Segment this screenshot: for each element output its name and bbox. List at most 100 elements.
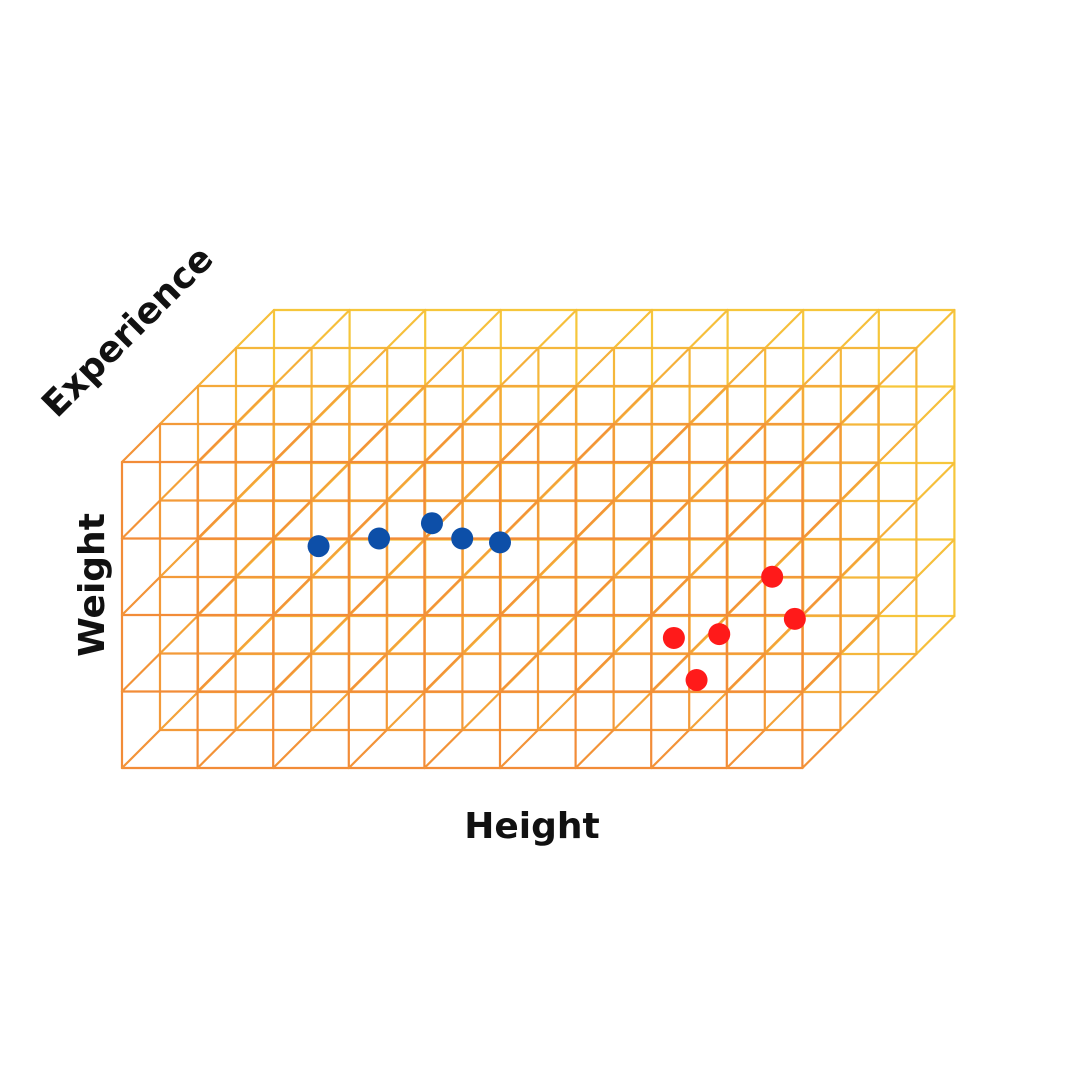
lattice-edge	[234, 614, 275, 655]
lattice-edge	[461, 384, 502, 426]
lattice-edge	[612, 308, 654, 350]
lattice-edge	[196, 575, 237, 617]
lattice-edge	[348, 346, 389, 388]
lattice-edge	[196, 422, 237, 464]
lattice-edge	[688, 614, 729, 655]
lattice-edge	[650, 652, 691, 693]
lattice-edge	[158, 614, 200, 655]
lattice-edge	[310, 384, 351, 426]
lattice-edge	[423, 728, 464, 770]
lattice-edge	[574, 575, 615, 617]
z-axis-label: Experience	[34, 238, 221, 425]
lattice-edge	[234, 308, 276, 350]
lattice-edge	[347, 575, 388, 617]
lattice-edge	[839, 308, 880, 350]
lattice-edge	[347, 422, 388, 464]
lattice-edge	[461, 690, 502, 732]
x-axis-label: Height	[464, 806, 600, 847]
lattice-edge	[915, 614, 956, 656]
data-point-blue-5	[489, 531, 511, 554]
lattice-edge	[347, 652, 388, 693]
lattice-edge	[801, 652, 842, 693]
lattice-edge	[120, 728, 162, 770]
lattice-edge	[234, 537, 275, 579]
lattice-edge	[877, 423, 918, 464]
lattice-edge	[612, 690, 653, 732]
lattice-edge	[839, 614, 880, 655]
lattice-edge	[536, 614, 578, 655]
lattice-edge	[120, 422, 162, 464]
lattice-edge	[726, 346, 767, 388]
lattice-edge	[498, 499, 540, 540]
lattice-edge	[763, 461, 804, 502]
lattice-edge	[801, 422, 842, 464]
lattice-edge	[612, 537, 653, 579]
lattice-edge	[537, 308, 578, 350]
data-point-blue-1	[307, 535, 330, 558]
lattice-edge	[310, 690, 351, 732]
lattice-edge	[574, 652, 615, 693]
lattice-edge	[725, 575, 766, 617]
lattice-edge	[839, 461, 880, 502]
lattice-edge	[158, 537, 200, 579]
lattice-edge	[234, 384, 275, 426]
lattice-edge	[763, 384, 804, 426]
lattice-edge	[272, 575, 313, 617]
lattice-edge	[536, 461, 578, 502]
lattice-edge	[423, 346, 464, 388]
lattice-edge	[234, 461, 275, 502]
lattice-edge	[120, 652, 162, 693]
lattice-edge	[688, 308, 729, 350]
lattice-edge	[650, 499, 691, 540]
lattice-edge	[347, 499, 388, 540]
lattice-edge	[461, 308, 502, 350]
lattice-edge	[498, 652, 540, 693]
lattice-edge	[725, 728, 766, 770]
lattice-edge	[764, 308, 805, 350]
lattice-edge	[423, 422, 464, 464]
lattice-edge	[272, 652, 313, 693]
lattice-edge	[574, 499, 615, 540]
lattice-edge	[120, 499, 162, 540]
lattice-edge	[915, 308, 956, 350]
data-point-red-2	[685, 669, 708, 692]
lattice-edge	[763, 690, 804, 732]
lattice-edge	[272, 422, 313, 464]
lattice-edge	[877, 576, 918, 617]
lattice-edge	[498, 422, 540, 464]
lattice-edge	[196, 499, 237, 540]
lattice-edge	[801, 499, 842, 540]
lattice-edge	[158, 690, 200, 732]
data-point-red-4	[761, 565, 784, 588]
lattice-edge	[612, 614, 653, 655]
data-point-blue-3	[420, 512, 443, 535]
lattice-edge	[650, 728, 691, 770]
lattice-edge	[915, 538, 956, 579]
lattice-edge	[839, 690, 880, 732]
y-axis-label: Weight	[72, 513, 113, 657]
lattice-edge	[310, 461, 351, 502]
data-point-red-1	[662, 626, 685, 649]
data-point-red-3	[708, 623, 731, 646]
lattice-edge	[688, 461, 729, 502]
lattice-edge	[801, 575, 842, 617]
lattice-edge	[915, 385, 956, 426]
lattice-edge	[310, 308, 351, 350]
lattice-edge	[196, 346, 238, 388]
cube-lattice	[120, 308, 956, 770]
lattice-edge	[386, 308, 427, 350]
lattice-edge	[272, 499, 313, 540]
lattice-edge	[725, 422, 766, 464]
lattice-edge	[196, 652, 237, 693]
lattice-edge	[877, 499, 918, 541]
data-point-blue-4	[451, 527, 474, 550]
lattice-edge	[725, 499, 766, 540]
lattice-edge	[688, 384, 729, 426]
lattice-edge	[499, 346, 540, 388]
lattice-edge	[310, 537, 351, 579]
lattice-edge	[234, 690, 275, 732]
data-point-red-5	[783, 607, 806, 630]
lattice-edge	[423, 652, 464, 693]
